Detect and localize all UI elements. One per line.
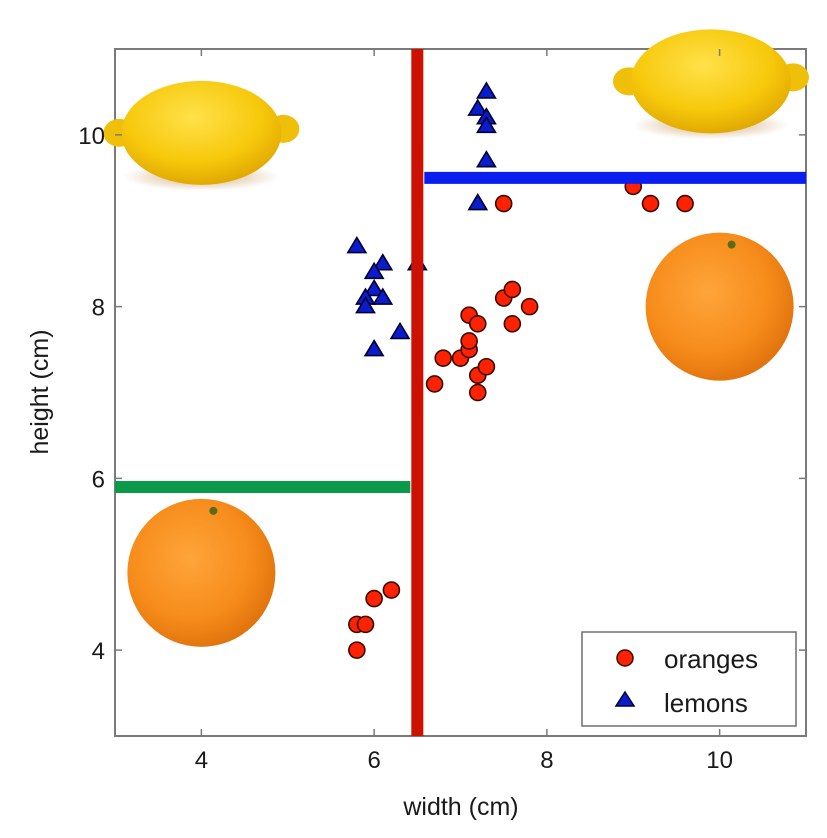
point-lemons [372,287,394,305]
point-oranges [676,194,694,213]
lemon-body [630,29,791,134]
data-points [346,81,694,659]
point-oranges [503,280,522,299]
lemon-body [121,80,282,185]
x-tick-label: 8 [540,747,553,774]
legend-label-lemons: lemons [664,688,748,718]
y-axis-label: height (cm) [26,329,54,454]
orange-body [127,498,276,647]
point-lemons [475,115,497,134]
decision-boundaries [115,49,806,736]
point-lemons [475,150,497,168]
axis-ticks: 4 6 8 10 4 6 8 10 [78,49,806,774]
lemon-image [612,29,809,140]
legend-box [581,631,797,727]
point-lemons [475,81,497,99]
point-lemons [467,98,489,116]
orange-body [645,232,794,381]
orange-stem [209,506,218,515]
lemon-image [103,80,300,191]
point-oranges [494,194,513,213]
point-oranges [503,314,522,333]
point-oranges [365,589,383,608]
y-tick-label: 6 [92,466,105,493]
point-lemons [372,253,394,271]
legend-label-oranges: oranges [664,644,758,674]
legend: oranges lemons [581,631,797,727]
point-oranges [468,314,487,333]
x-axis-label: width (cm) [402,793,518,821]
fruit-images [103,29,809,647]
point-oranges [434,349,453,367]
point-oranges [460,332,478,350]
point-lemons [389,321,411,340]
point-lemons [363,339,385,357]
point-oranges [641,194,660,213]
x-tick-label: 10 [706,747,733,774]
orange-image [127,498,276,647]
point-oranges [356,615,375,634]
point-lemons [346,235,368,254]
point-oranges [468,383,487,402]
y-tick-label: 8 [92,295,105,322]
legend-marker-lemons [614,690,636,707]
x-tick-label: 6 [367,747,380,774]
point-oranges [425,375,444,393]
point-oranges [520,297,539,316]
legend-marker-oranges [616,649,634,667]
point-lemons [363,278,385,297]
point-oranges [477,357,496,376]
orange-image [645,232,794,381]
x-tick-label: 4 [195,747,208,774]
point-lemons [355,296,376,314]
point-lemons [467,193,489,211]
y-tick-label: 4 [92,638,105,665]
orange-stem [727,240,736,249]
point-lemons [363,261,385,280]
point-oranges [382,581,401,599]
y-tick-label: 10 [78,123,105,150]
point-oranges [348,641,366,659]
